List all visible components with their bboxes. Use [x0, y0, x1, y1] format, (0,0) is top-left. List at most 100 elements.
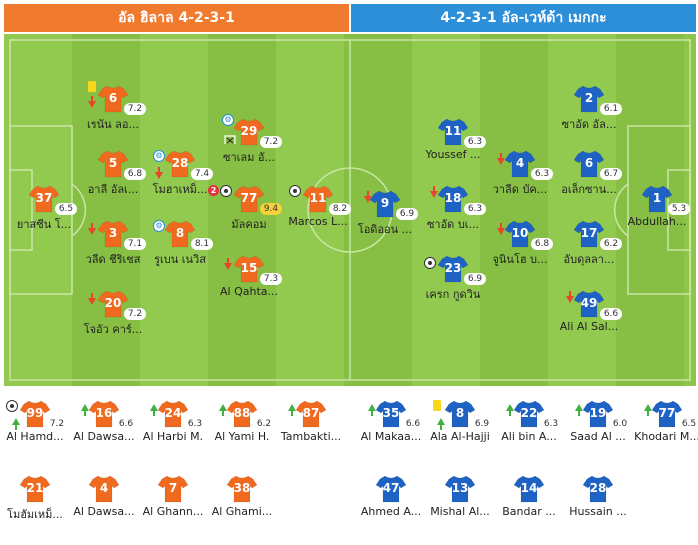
home_players-player[interactable]: 29 7.2 ซาเลม อั... ⚙ [214, 114, 284, 174]
player-rating: 7.3 [260, 273, 282, 285]
player-name[interactable]: Tambakti... [280, 430, 342, 443]
away_players-player[interactable]: 23 6.9 เครก กูดวิน [418, 255, 488, 311]
home_players-player[interactable]: 3 7.1 วลีด ชีริเชส [78, 220, 148, 276]
player-name[interactable]: ซาอัด บเ... [426, 218, 480, 231]
home_bench-player[interactable]: 87 Tambakti... [276, 400, 346, 456]
away_bench-player[interactable]: 14 Bandar ... [494, 475, 564, 531]
shirt-icon [370, 190, 400, 218]
player-name[interactable]: มัลคอม [231, 218, 267, 231]
player-name[interactable]: โมฮัมเหม็... [7, 508, 63, 521]
player-name[interactable]: อเล็กซาน... [561, 183, 617, 196]
shirt-number: 10 [511, 226, 529, 240]
player-name[interactable]: ซาเลม อั... [223, 151, 275, 164]
home_players-player[interactable]: 37 6.5 ยาสซีน โ... [9, 185, 79, 241]
shirt-icon [98, 85, 128, 113]
home_players-player[interactable]: 5 6.8 อาลี อัลเ... [78, 150, 148, 206]
player-name[interactable]: Al Dawsa... [73, 505, 135, 518]
player-name[interactable]: Abdullah... [627, 215, 687, 228]
home_bench-player[interactable]: 99 7.2 Al Hamd... [0, 400, 70, 456]
home_bench-player[interactable]: 21 โมฮัมเหม็... [0, 475, 70, 531]
player-name[interactable]: อับดุลลา... [563, 253, 615, 266]
shirt-icon [98, 150, 128, 178]
shirt-number: 6 [584, 156, 594, 170]
home_bench-player[interactable]: 88 6.2 Al Yami H. [207, 400, 277, 456]
away_players-player[interactable]: 10 6.8 จูนินโฮ บ... [485, 220, 555, 276]
player-name[interactable]: Al Qahta... [220, 285, 278, 298]
shirt-icon [234, 185, 264, 213]
home_players-player[interactable]: 28 7.4 โมฮาเหม็... ⚙ [145, 150, 215, 206]
player-name[interactable]: โมฮาเหม็... [152, 183, 208, 196]
player-name[interactable]: Khodari M... [634, 430, 698, 443]
away_bench-player[interactable]: 77 6.5 Khodari M... [632, 400, 698, 456]
player-name[interactable]: Bandar ... [502, 505, 556, 518]
away_players-player[interactable]: 2 6.1 ซาอัด อัล... [554, 85, 624, 141]
away_players-player[interactable]: 11 6.3 Youssef ... [418, 118, 488, 174]
home_bench-player[interactable]: 7 Al Ghann... [138, 475, 208, 531]
player-name[interactable]: Al Yami H. [214, 430, 270, 443]
player-name[interactable]: วลีด ชีริเชส [85, 253, 141, 266]
away_players-player[interactable]: 18 6.3 ซาอัด บเ... [418, 185, 488, 241]
player-rating: 6.8 [124, 168, 146, 180]
away_players-player[interactable]: 49 6.6 Ali Al Sal... [554, 290, 624, 346]
player-name[interactable]: อาลี อัลเ... [87, 183, 139, 196]
player-name[interactable]: Hussain ... [569, 505, 627, 518]
home_bench-player[interactable]: 16 6.6 Al Dawsa... [69, 400, 139, 456]
away_bench-player[interactable]: 22 6.3 Ali bin A... [494, 400, 564, 456]
player-name[interactable]: Al Hamd... [6, 430, 64, 443]
player-name[interactable]: เรนัน ลอ... [86, 118, 140, 131]
player-name[interactable]: Mishal Al... [430, 505, 490, 518]
home_bench-player[interactable]: 4 Al Dawsa... [69, 475, 139, 531]
away_bench-player[interactable]: 13 Mishal Al... [425, 475, 495, 531]
shirt-number: 47 [382, 481, 400, 495]
home_players-player[interactable]: 20 7.2 โจอัว คาร์... [78, 290, 148, 346]
away_bench-player[interactable]: 35 6.6 Al Makaa... [356, 400, 426, 456]
home_players-player[interactable]: 6 7.2 เรนัน ลอ... [78, 81, 148, 141]
player-name[interactable]: Ali bin A... [501, 430, 557, 443]
player-name[interactable]: Al Makaa... [360, 430, 422, 443]
away_players-player[interactable]: 6 6.7 อเล็กซาน... [554, 150, 624, 206]
player-name[interactable]: โจอัว คาร์... [83, 323, 143, 336]
player-name[interactable]: จูนินโฮ บ... [492, 253, 548, 266]
player-rating: 6.9 [471, 418, 493, 430]
player-name[interactable]: Al Dawsa... [73, 430, 135, 443]
player-name[interactable]: Al Ghann... [142, 505, 204, 518]
player-name[interactable]: ซาอัด อัล... [561, 118, 617, 131]
player-rating: 9.4 [260, 203, 282, 215]
player-name[interactable]: รูเบน เนวิส [154, 253, 206, 266]
away_bench-player[interactable]: 28 Hussain ... [563, 475, 633, 531]
away_bench-player[interactable]: 8 6.9 Ala Al-Hajji [425, 400, 495, 456]
player-name[interactable]: Youssef ... [425, 148, 481, 161]
player-rating: 6.3 [531, 168, 553, 180]
away_players-player[interactable]: 1 5.3 Abdullah... [622, 185, 692, 241]
player-name[interactable]: Marcos L... [288, 215, 348, 228]
goal-ball-icon [424, 257, 436, 269]
away_players-player[interactable]: 4 6.3 วาลีด บัค... [485, 150, 555, 206]
away_players-player[interactable]: 17 6.2 อับดุลลา... [554, 220, 624, 276]
player-name[interactable]: Al Ghami... [211, 505, 273, 518]
player-rating: 6.3 [464, 136, 486, 148]
player-name[interactable]: วาลีด บัค... [492, 183, 548, 196]
away_bench-player[interactable]: 47 Ahmed A... [356, 475, 426, 531]
player-rating: 6.8 [531, 238, 553, 250]
away_players-player[interactable]: 9 6.9 โอดิออน ... [350, 190, 420, 246]
home_players-player[interactable]: 8 8.1 รูเบน เนวิส ⚙ [145, 220, 215, 276]
shirt-icon [98, 290, 128, 318]
home_players-player[interactable]: 15 7.3 Al Qahta... [214, 255, 284, 311]
player-name[interactable]: Ahmed A... [360, 505, 422, 518]
home_players-player[interactable]: 77 9.4 มัลคอม 2 [208, 185, 284, 241]
player-name[interactable]: Saad Al ... [570, 430, 626, 443]
player-name[interactable]: Al Harbi M. [142, 430, 204, 443]
shirt-number: 35 [382, 406, 400, 420]
home_bench-player[interactable]: 24 6.3 Al Harbi M. [138, 400, 208, 456]
player-name[interactable]: Ala Al-Hajji [430, 430, 490, 443]
player-name[interactable]: Ali Al Sal... [559, 320, 619, 333]
player-name[interactable]: ยาสซีน โ... [16, 218, 72, 231]
home_players-player[interactable]: 11 8.2 Marcos L... [283, 185, 353, 241]
home_bench-player[interactable]: 38 Al Ghami... [207, 475, 277, 531]
sub-in-icon [644, 404, 652, 416]
player-name[interactable]: โอดิออน ... [357, 223, 413, 236]
shirt-icon [165, 220, 195, 248]
away_bench-player[interactable]: 19 6.0 Saad Al ... [563, 400, 633, 456]
player-name[interactable]: เครก กูดวิน [425, 288, 481, 301]
shirt-icon [574, 150, 604, 178]
